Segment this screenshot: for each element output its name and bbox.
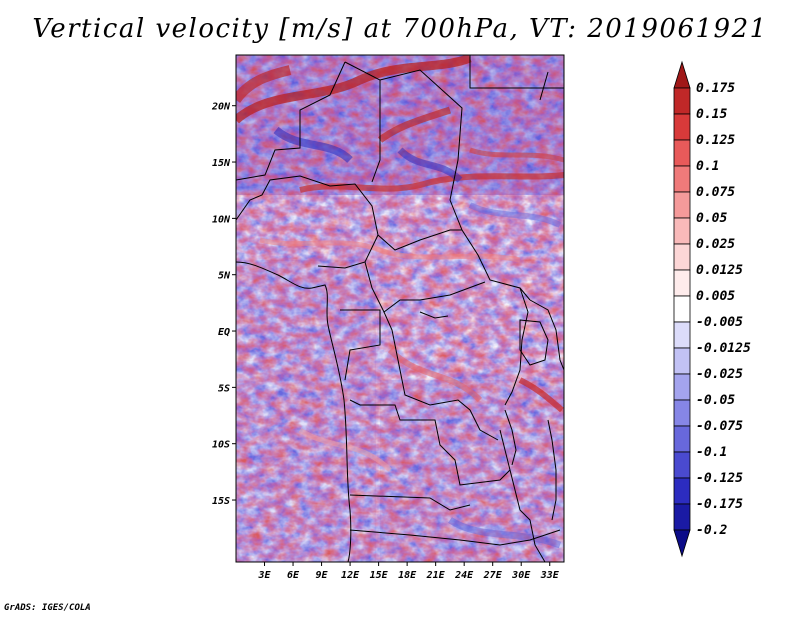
colorbar-swatch (673, 399, 691, 427)
colorbar-swatch (673, 191, 691, 219)
colorbar-label: -0.175 (696, 497, 743, 512)
grads-credit: GrADS: IGES/COLA (4, 603, 91, 613)
y-tick-label: 5S (218, 383, 230, 394)
colorbar-swatch (673, 347, 691, 375)
y-axis: 20N 15N 10N 5N EQ 5S 10S 15S (211, 102, 236, 507)
x-tick-label: 18E (398, 570, 417, 581)
chart-title: Vertical velocity [m/s] at 700hPa, VT: 2… (32, 14, 768, 44)
colorbar-label: -0.05 (696, 393, 735, 408)
colorbar-label: -0.125 (696, 471, 743, 486)
colorbar-swatch (673, 113, 691, 141)
colorbar-swatch (673, 451, 691, 479)
colorbar-swatch (673, 60, 691, 89)
x-tick-label: 21E (426, 570, 446, 581)
colorbar-swatch (673, 295, 691, 323)
colorbar-label: 0.0125 (696, 263, 743, 278)
y-tick-label: 10N (212, 214, 231, 225)
y-tick-label: 20N (211, 102, 231, 113)
colorbar-label: 0.15 (696, 107, 727, 122)
x-tick-label: 15E (370, 570, 389, 581)
colorbar-swatch (673, 87, 691, 115)
y-tick-label: 10S (212, 440, 230, 451)
x-tick-label: 9E (316, 570, 329, 581)
colorbar-label: -0.2 (696, 523, 727, 538)
colorbar-swatch (673, 477, 691, 505)
colorbar-swatch (673, 217, 691, 245)
colorbar-swatch (673, 243, 691, 271)
colorbar-label: -0.005 (696, 315, 743, 330)
colorbar: 0.175 0.15 0.125 0.1 0.075 0.05 0.025 0.0125 0.0… (673, 60, 751, 558)
colorbar-label: 0.1 (696, 159, 719, 174)
colorbar-label: -0.1 (696, 445, 727, 460)
colorbar-label: -0.075 (696, 419, 743, 434)
colorbar-swatch (673, 373, 691, 401)
x-tick-label: 30E (511, 570, 531, 581)
colorbar-swatch (673, 321, 691, 349)
x-tick-label: 27E (483, 570, 503, 581)
y-tick-label: 5N (218, 271, 231, 282)
y-tick-label: 15N (212, 158, 231, 169)
colorbar-swatch (673, 425, 691, 453)
colorbar-swatch (673, 503, 691, 531)
y-tick-label: EQ (218, 327, 230, 338)
colorbar-swatch (673, 269, 691, 297)
y-tick-label: 15S (212, 496, 230, 507)
colorbar-swatch (673, 165, 691, 193)
map-field (236, 55, 564, 562)
x-tick-label: 33E (540, 570, 560, 581)
colorbar-label: 0.125 (696, 133, 735, 148)
colorbar-label: 0.025 (696, 237, 735, 252)
colorbar-label: -0.0125 (696, 341, 751, 356)
colorbar-label: 0.05 (696, 211, 727, 226)
x-tick-label: 3E (257, 570, 271, 581)
colorbar-swatch (673, 139, 691, 167)
colorbar-swatch (673, 529, 691, 558)
map-borders (236, 55, 564, 562)
colorbar-label: 0.005 (696, 289, 735, 304)
colorbar-label: 0.175 (696, 81, 735, 96)
plot-frame (235, 54, 565, 563)
x-tick-label: 6E (287, 570, 300, 581)
x-tick-label: 24E (454, 570, 474, 581)
x-tick-label: 12E (341, 570, 360, 581)
colorbar-label: -0.025 (696, 367, 743, 382)
colorbar-label: 0.075 (696, 185, 735, 200)
x-axis: 3E 6E 9E 12E 15E 18E 21E 24E 27E 30E 33E (257, 562, 560, 581)
